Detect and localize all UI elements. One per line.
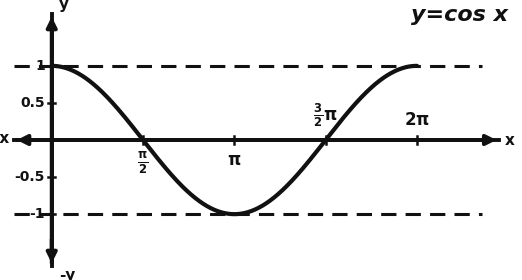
Text: $\mathbf{\frac{3}{2}\pi}$: $\mathbf{\frac{3}{2}\pi}$ bbox=[313, 101, 338, 129]
Text: -1: -1 bbox=[29, 207, 45, 221]
Text: $\mathbf{\pi}$: $\mathbf{\pi}$ bbox=[227, 151, 242, 169]
Text: $\mathbf{\frac{\pi}{2}}$: $\mathbf{\frac{\pi}{2}}$ bbox=[137, 151, 149, 176]
Text: 1: 1 bbox=[35, 59, 45, 73]
Text: $\mathbf{2\pi}$: $\mathbf{2\pi}$ bbox=[404, 111, 430, 129]
Text: -x: -x bbox=[0, 131, 9, 146]
Text: 0.5: 0.5 bbox=[20, 96, 45, 110]
Text: y=cos x: y=cos x bbox=[411, 5, 508, 25]
Text: y: y bbox=[58, 0, 69, 12]
Text: -y: -y bbox=[58, 268, 75, 280]
Text: x: x bbox=[505, 132, 515, 148]
Text: -0.5: -0.5 bbox=[15, 170, 45, 184]
